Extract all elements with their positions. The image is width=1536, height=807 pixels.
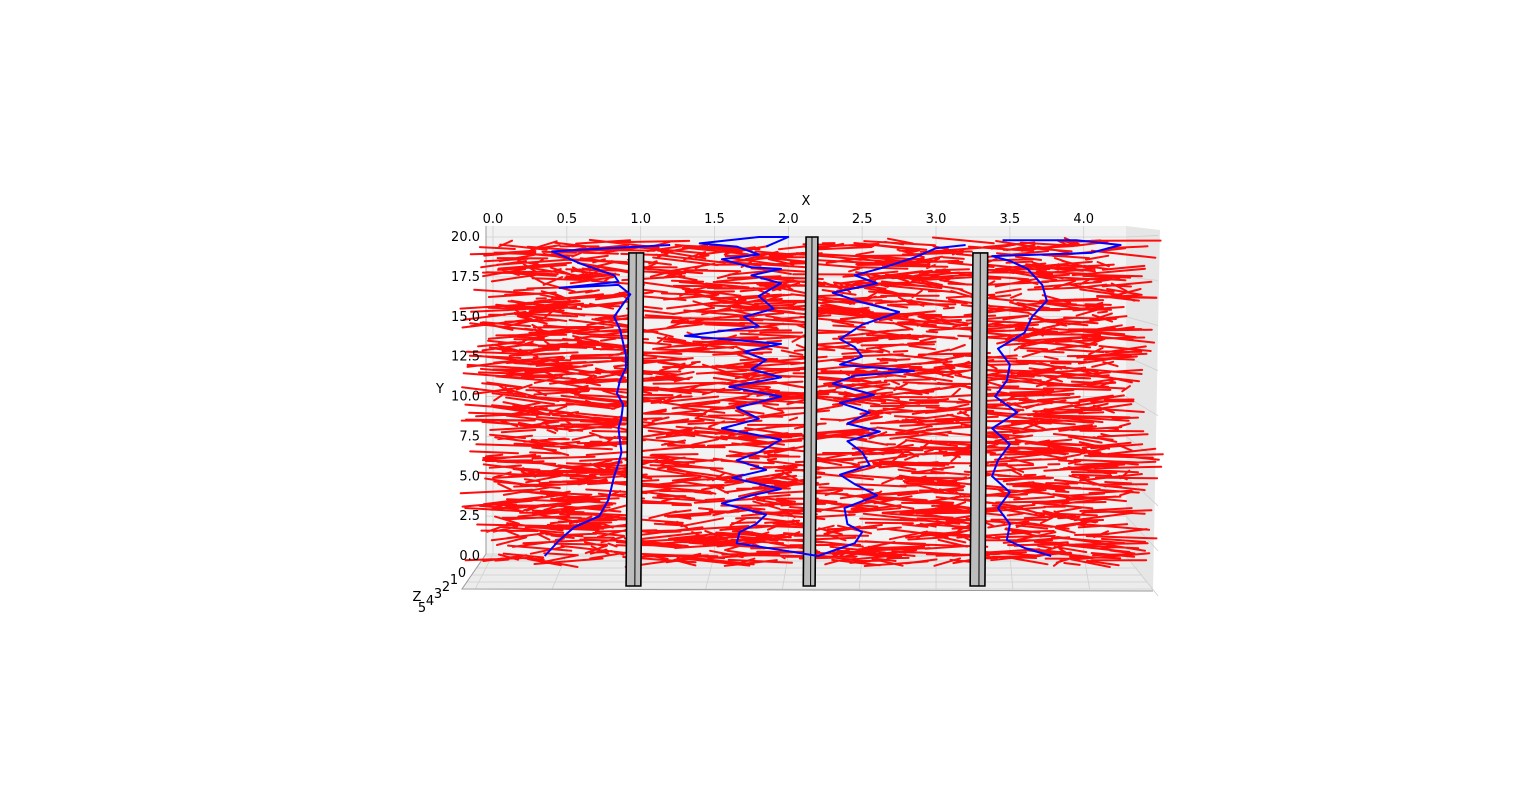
y-side-grid-line xyxy=(1125,235,1159,238)
z-tick-label: 2 xyxy=(442,580,450,595)
wall-edge xyxy=(810,236,813,587)
y-tick-label: 2.5 xyxy=(459,509,480,524)
z-tick-label: 3 xyxy=(434,587,442,602)
y-side-grid-line xyxy=(1125,436,1159,462)
x-floor-grid-line xyxy=(1009,553,1014,590)
y-side-grid-line xyxy=(1125,276,1159,281)
y-tick-label: 17.5 xyxy=(451,270,480,285)
x-floor-grid-line xyxy=(782,553,789,590)
z-tick-label: 5 xyxy=(418,601,426,616)
y-side-grid-line xyxy=(1125,316,1159,326)
tick-labels: 0.0 0.5 1.0 1.5 2.0 2.5 3.0 3.5 4.0 0.0 2.5 5.0 7.5 1… xyxy=(418,212,1094,616)
path-series xyxy=(543,236,1122,557)
x-tick-label: 0.0 xyxy=(483,212,504,227)
wall-edge xyxy=(634,252,637,587)
x-tick-label: 0.5 xyxy=(556,212,577,227)
z-tick-label: 1 xyxy=(450,573,458,588)
path-series-2 xyxy=(684,236,819,557)
x-tick-label: 2.5 xyxy=(852,212,873,227)
y-side-grid-line xyxy=(1125,515,1159,552)
z-axis-label: Z xyxy=(413,590,422,605)
x-tick-label: 4.0 xyxy=(1073,212,1094,227)
y-tick-label: 12.5 xyxy=(451,350,480,365)
walls xyxy=(625,236,989,587)
y-tick-label: 7.5 xyxy=(459,429,480,444)
y-tick-label: 20.0 xyxy=(451,230,480,245)
y-tick-label: 5.0 xyxy=(459,469,480,484)
x-axis-label: X xyxy=(802,194,811,209)
wall-2 xyxy=(802,236,819,587)
x-tick-label: 1.0 xyxy=(630,212,651,227)
wall-edge xyxy=(978,252,981,587)
x-tick-label: 2.0 xyxy=(778,212,799,227)
y-tick-label: 15.0 xyxy=(451,310,480,325)
y-side-grid-line xyxy=(1125,475,1159,507)
wall-1 xyxy=(625,252,645,587)
x-floor-grid-line xyxy=(1083,553,1091,590)
y-tick-label: 10.0 xyxy=(451,390,480,405)
x-tick-label: 1.5 xyxy=(704,212,725,227)
path-series-4 xyxy=(991,239,1122,557)
wall-3 xyxy=(969,252,989,587)
path-series-1 xyxy=(543,244,671,557)
x-tick-label: 3.0 xyxy=(926,212,947,227)
z-tick-label: 4 xyxy=(426,594,434,609)
x-floor-grid-line xyxy=(858,553,863,590)
y-tick-label: 0.0 xyxy=(459,549,480,564)
y-axis-label: Y xyxy=(435,382,444,397)
side-pane xyxy=(1126,226,1160,591)
x-floor-grid-line xyxy=(551,553,568,590)
z-tick-label: 0 xyxy=(458,566,466,581)
path-series-3 xyxy=(817,244,966,557)
x-tick-label: 3.5 xyxy=(1000,212,1021,227)
